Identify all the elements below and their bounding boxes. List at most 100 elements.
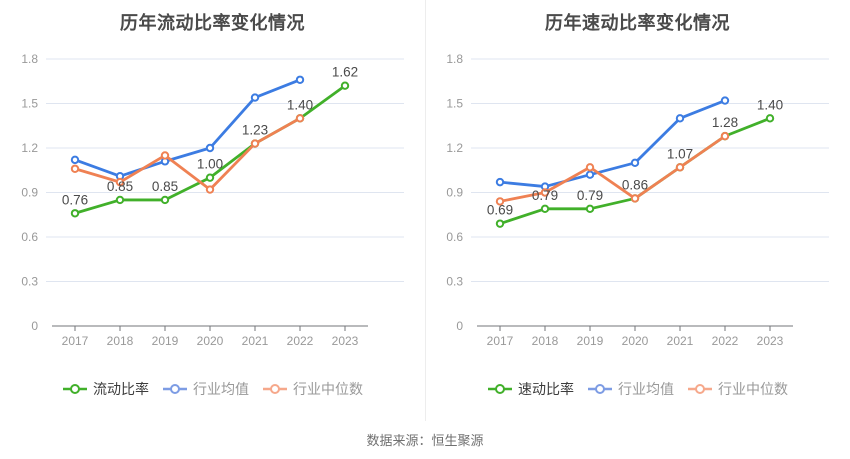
data-point[interactable] <box>495 219 505 228</box>
legend-line-marker-icon <box>163 384 187 394</box>
x-axis-tick-label: 2021 <box>242 334 269 348</box>
data-point[interactable] <box>250 139 260 148</box>
data-label: 1.23 <box>242 123 268 138</box>
legend-item-current-ratio[interactable]: 流动比率 <box>62 379 149 399</box>
x-axis-tick-label: 2021 <box>667 334 694 348</box>
data-point[interactable] <box>205 185 215 194</box>
legend-label: 速动比率 <box>518 381 574 397</box>
legend-label: 流动比率 <box>93 381 149 397</box>
series-line-速动比率[interactable] <box>498 116 772 226</box>
data-point[interactable] <box>115 177 125 187</box>
data-label: 0.86 <box>622 177 648 192</box>
x-axis-tick-label: 2018 <box>532 334 559 348</box>
data-point[interactable] <box>720 131 730 141</box>
series-line-行业均值[interactable] <box>498 99 727 188</box>
y-axis-tick-label: 0 <box>456 319 463 333</box>
x-axis-tick-label: 2023 <box>332 334 359 348</box>
data-point[interactable] <box>70 164 80 173</box>
data-point[interactable] <box>160 151 170 160</box>
data-label: 0.69 <box>487 203 513 218</box>
data-point[interactable] <box>630 158 640 168</box>
y-axis-tick-label: 0.6 <box>446 230 463 244</box>
data-point[interactable] <box>675 163 685 172</box>
y-axis-tick-label: 1.2 <box>446 141 463 155</box>
data-point[interactable] <box>720 96 730 105</box>
data-point[interactable] <box>585 163 595 172</box>
data-point[interactable] <box>205 173 215 182</box>
legend-label: 行业均值 <box>618 381 674 397</box>
y-axis-tick-label: 1.8 <box>21 52 38 66</box>
x-axis-tick-label: 2017 <box>487 334 514 348</box>
y-axis-tick-label: 1.8 <box>446 52 463 66</box>
data-label: 0.79 <box>577 188 603 203</box>
legend-label: 行业中位数 <box>293 381 363 397</box>
data-label: 1.40 <box>757 97 783 112</box>
data-label: 0.79 <box>532 188 558 203</box>
data-label: 0.85 <box>152 179 178 194</box>
legend-item-quick-ratio[interactable]: 速动比率 <box>487 379 574 399</box>
x-axis-tick-label: 2020 <box>197 334 224 348</box>
series-line-行业中位数[interactable] <box>498 134 727 203</box>
current-ratio-line-chart: 0 0.3 0.6 0.9 1.2 1.5 1.8 2017 2018 2019 2020 2021 2… <box>21 52 404 348</box>
quick-ratio-chart-panel: 历年速动比率变化情况 0 0.3 0.6 0.9 1.2 1.5 1.8 2017 2018 20… <box>425 0 850 459</box>
x-axis-tick-label: 2022 <box>712 334 739 348</box>
x-axis-tick-label: 2022 <box>287 334 314 348</box>
data-point[interactable] <box>630 194 640 203</box>
y-axis-tick-label: 0.3 <box>21 275 38 289</box>
x-axis-tick-label: 2017 <box>62 334 89 348</box>
data-point[interactable] <box>115 195 125 205</box>
x-axis-tick-label: 2020 <box>622 334 649 348</box>
data-label: 1.28 <box>712 115 738 130</box>
data-source-note: 数据来源：恒生聚源 <box>366 433 484 448</box>
y-axis-tick-label: 0.6 <box>21 230 38 244</box>
data-point[interactable] <box>495 197 505 206</box>
x-axis-tick-label: 2023 <box>757 334 784 348</box>
x-axis-tick-label: 2018 <box>107 334 134 348</box>
data-point[interactable] <box>340 81 350 90</box>
data-point[interactable] <box>585 204 595 214</box>
legend-item-industry-mean[interactable]: 行业均值 <box>587 379 674 399</box>
chart-title: 历年速动比率变化情况 <box>545 13 730 33</box>
y-axis-tick-label: 0 <box>31 319 38 333</box>
data-label: 1.00 <box>197 157 223 172</box>
data-label: 0.76 <box>62 192 88 207</box>
y-axis-tick-label: 1.5 <box>446 97 463 111</box>
data-point[interactable] <box>205 143 215 153</box>
y-axis-tick-label: 0.3 <box>446 275 463 289</box>
data-label: 1.07 <box>667 146 693 161</box>
data-point[interactable] <box>540 188 550 197</box>
legend-line-marker-icon <box>588 384 612 394</box>
series-line-行业均值[interactable] <box>73 78 302 178</box>
data-point[interactable] <box>70 209 80 218</box>
legend-line-marker-icon <box>263 384 287 394</box>
data-point[interactable] <box>675 114 685 123</box>
data-point[interactable] <box>295 114 305 123</box>
data-label: 1.62 <box>332 65 358 80</box>
data-point[interactable] <box>250 93 260 102</box>
legend-item-industry-mean[interactable]: 行业均值 <box>162 379 249 399</box>
data-point[interactable] <box>585 170 595 179</box>
data-point[interactable] <box>765 114 775 123</box>
data-point[interactable] <box>295 75 305 84</box>
legend-line-marker-icon <box>688 384 712 394</box>
panel-divider <box>425 0 426 421</box>
data-point[interactable] <box>70 155 80 165</box>
data-point[interactable] <box>160 195 170 205</box>
y-axis-tick-label: 0.9 <box>446 186 463 200</box>
legend-label: 行业均值 <box>193 381 249 397</box>
chart-title: 历年流动比率变化情况 <box>120 13 305 33</box>
data-point[interactable] <box>495 177 505 187</box>
data-label: 1.40 <box>287 97 313 112</box>
x-axis-tick-label: 2019 <box>577 334 604 348</box>
chart-legend: 速动比率 行业均值 行业中位数 <box>425 379 850 399</box>
x-axis-tick-label: 2019 <box>152 334 179 348</box>
data-point[interactable] <box>540 204 550 214</box>
legend-line-marker-icon <box>488 384 512 394</box>
legend-item-industry-median[interactable]: 行业中位数 <box>687 379 788 399</box>
series-line-行业中位数[interactable] <box>73 116 302 191</box>
legend-line-marker-icon <box>63 384 87 394</box>
data-label: 0.85 <box>107 179 133 194</box>
y-axis-tick-label: 1.5 <box>21 97 38 111</box>
legend-item-industry-median[interactable]: 行业中位数 <box>262 379 363 399</box>
